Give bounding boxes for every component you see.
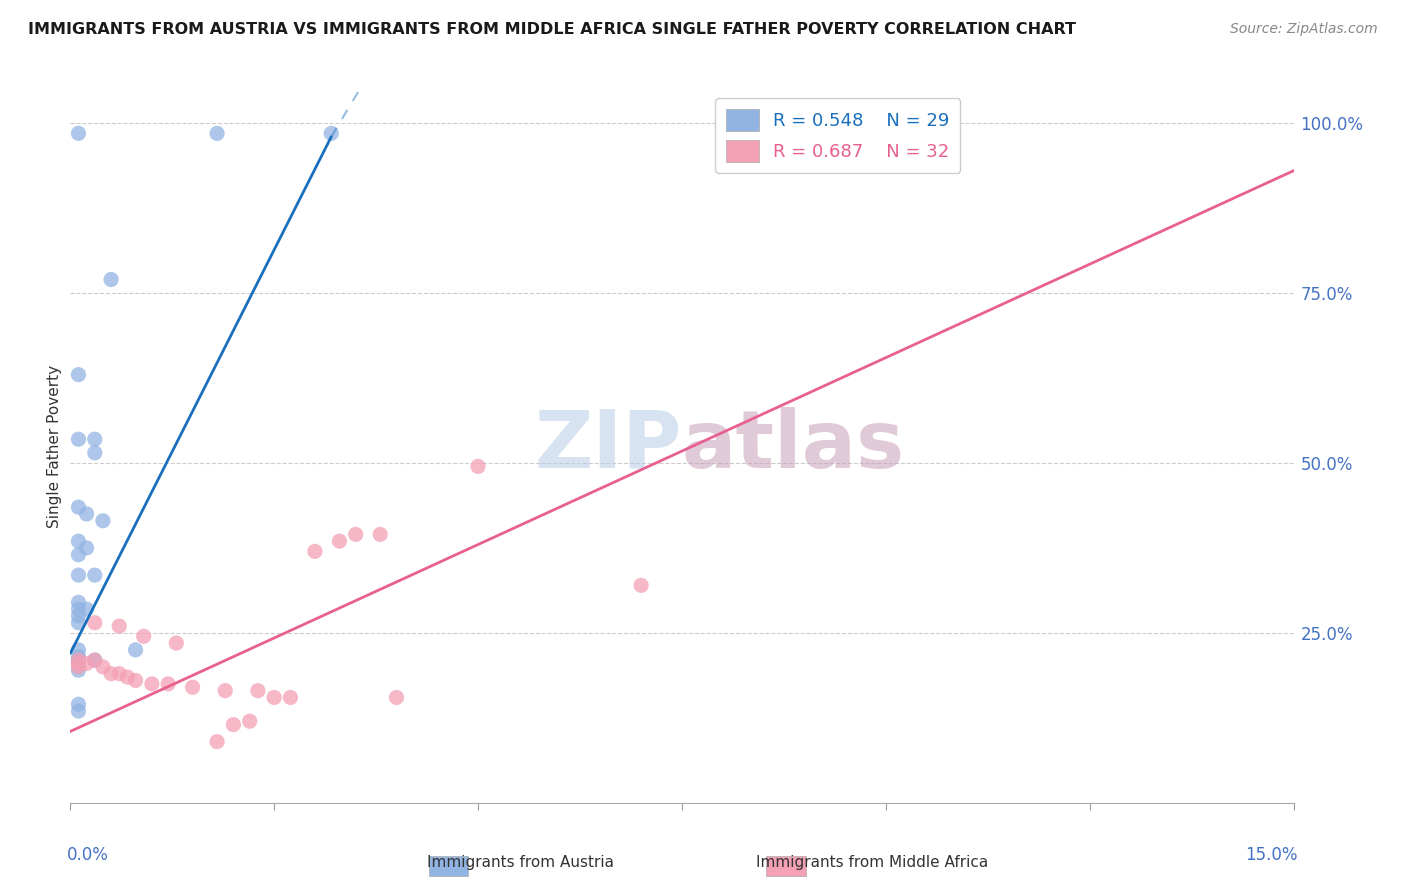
Point: [67, 704, 90, 718]
Point: [91, 660, 114, 674]
Point: [67, 663, 90, 677]
Point: [467, 459, 489, 474]
Point: [214, 683, 236, 698]
Text: Immigrants from Middle Africa: Immigrants from Middle Africa: [755, 855, 988, 870]
Point: [67, 595, 90, 609]
Point: [67, 534, 90, 549]
Point: [280, 690, 302, 705]
Point: [67, 653, 90, 667]
Point: [321, 127, 343, 141]
Point: [83, 446, 105, 460]
Point: [157, 677, 180, 691]
Legend: R = 0.548    N = 29, R = 0.687    N = 32: R = 0.548 N = 29, R = 0.687 N = 32: [716, 98, 960, 173]
Point: [83, 432, 105, 446]
Y-axis label: Single Father Poverty: Single Father Poverty: [46, 365, 62, 527]
Point: [67, 660, 90, 674]
Point: [630, 578, 652, 592]
Text: 15.0%: 15.0%: [1244, 846, 1298, 863]
Point: [776, 116, 799, 130]
Point: [181, 680, 204, 694]
Point: [76, 507, 98, 521]
Point: [83, 653, 105, 667]
Point: [100, 666, 122, 681]
Point: [108, 619, 131, 633]
Point: [67, 649, 90, 664]
Point: [205, 734, 228, 748]
Point: [117, 670, 139, 684]
Point: [67, 127, 90, 141]
Point: [67, 432, 90, 446]
Point: [83, 653, 105, 667]
Text: ZIP: ZIP: [534, 407, 682, 485]
Point: [100, 272, 122, 286]
Point: [67, 500, 90, 515]
Text: 0.0%: 0.0%: [66, 846, 108, 863]
Point: [67, 602, 90, 616]
Point: [67, 548, 90, 562]
Point: [67, 643, 90, 657]
Point: [67, 653, 90, 667]
Point: [344, 527, 367, 541]
Point: [239, 714, 262, 729]
Point: [328, 534, 350, 549]
Point: [246, 683, 269, 698]
Point: [76, 541, 98, 555]
Point: [76, 657, 98, 671]
Point: [67, 657, 90, 671]
Point: [368, 527, 391, 541]
Point: [141, 677, 163, 691]
Point: [67, 657, 90, 671]
Point: [124, 673, 146, 688]
Text: Source: ZipAtlas.com: Source: ZipAtlas.com: [1230, 22, 1378, 37]
Point: [165, 636, 187, 650]
Point: [83, 568, 105, 582]
Point: [67, 568, 90, 582]
Point: [385, 690, 408, 705]
Text: IMMIGRANTS FROM AUSTRIA VS IMMIGRANTS FROM MIDDLE AFRICA SINGLE FATHER POVERTY C: IMMIGRANTS FROM AUSTRIA VS IMMIGRANTS FR…: [28, 22, 1076, 37]
Point: [83, 615, 105, 630]
Point: [76, 602, 98, 616]
Point: [263, 690, 285, 705]
Point: [67, 615, 90, 630]
Point: [124, 643, 146, 657]
Point: [108, 666, 131, 681]
Text: Immigrants from Austria: Immigrants from Austria: [426, 855, 614, 870]
Point: [67, 698, 90, 712]
Point: [67, 368, 90, 382]
Point: [91, 514, 114, 528]
Point: [205, 127, 228, 141]
Point: [304, 544, 326, 558]
Text: atlas: atlas: [682, 407, 905, 485]
Point: [67, 608, 90, 623]
Point: [132, 629, 155, 643]
Point: [222, 717, 245, 731]
